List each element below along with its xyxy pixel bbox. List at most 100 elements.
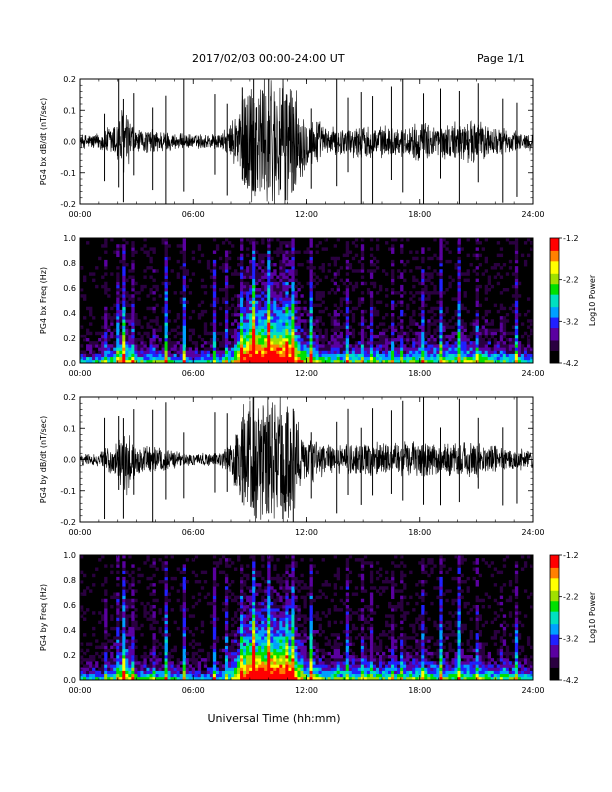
spectrogram-cell: [439, 263, 443, 267]
spectrogram-cell: [128, 664, 132, 668]
spectrogram-cell: [158, 661, 162, 665]
spectrogram-cell: [258, 648, 262, 653]
spectrogram-cell: [472, 253, 476, 258]
spectrogram-cell: [375, 247, 380, 251]
spectrogram-cell: [375, 266, 380, 270]
spectrogram-cell: [415, 266, 419, 270]
colorbar-step: [550, 335, 559, 339]
spectrogram-cell: [439, 316, 443, 320]
spectrogram-cell: [243, 626, 247, 631]
spectrogram-cell: [182, 564, 186, 568]
spectrogram-cell: [212, 250, 217, 254]
spectrogram-cell: [122, 244, 126, 248]
spectrogram-cell: [255, 664, 259, 668]
spectrogram-cell: [291, 580, 295, 584]
spectrogram-cell: [182, 626, 186, 631]
spectrogram-cell: [240, 278, 244, 283]
spectrogram-cell: [143, 667, 147, 671]
spectrogram-cell: [224, 586, 229, 590]
spectrogram-cell: [122, 580, 126, 584]
spectrogram-cell: [182, 328, 186, 333]
spectrogram-cell: [152, 247, 156, 251]
spectrogram-cell: [436, 350, 440, 354]
spectrogram-cell: [436, 344, 440, 348]
spectrogram-cell: [104, 284, 108, 289]
spectrogram-cell: [116, 303, 120, 308]
spectrogram-cell: [252, 338, 256, 342]
spectrogram-cell: [152, 347, 156, 351]
spectrogram-cell: [104, 658, 108, 662]
spectrogram-cell: [291, 244, 295, 248]
spectrogram-cell: [161, 645, 165, 650]
spectrogram-cell: [303, 353, 307, 358]
spectrogram-cell: [418, 297, 422, 301]
spectrogram-cell: [279, 598, 283, 603]
spectrogram-cell: [351, 241, 356, 245]
spectrogram-cell: [282, 608, 286, 612]
spectrogram-cell: [267, 561, 271, 565]
spectrogram-cell: [291, 586, 295, 590]
spectrogram-cell: [475, 316, 479, 320]
spectrogram-cell: [282, 655, 286, 659]
spectrogram-cell: [285, 269, 289, 273]
spectrogram-cell: [146, 294, 150, 298]
spectrogram-cell: [457, 300, 461, 304]
spectrogram-cell: [276, 614, 280, 618]
spectrogram-cell: [104, 598, 108, 603]
spectrogram-cell: [279, 595, 283, 600]
spectrogram-cell: [212, 676, 217, 681]
spectrogram-cell: [258, 645, 262, 650]
spectrogram-cell: [279, 353, 283, 358]
spectrogram-cell: [436, 272, 440, 276]
spectrogram-cell: [212, 658, 217, 662]
spectrogram-cell: [354, 347, 359, 351]
spectrogram-cell: [89, 670, 93, 675]
spectrogram-cell: [125, 580, 129, 584]
spectrogram-cell: [246, 347, 250, 351]
spectrogram-cell: [409, 322, 413, 326]
spectrogram-cell: [270, 558, 274, 562]
spectrogram-cell: [439, 281, 443, 286]
spectrogram-cell: [406, 306, 410, 311]
spectrogram-cell: [330, 338, 334, 342]
spectrogram-cell: [297, 288, 301, 292]
spectrogram-cell: [415, 344, 419, 348]
spectrogram-cell: [243, 648, 247, 653]
spectrogram-cell: [391, 319, 395, 323]
spectrogram-cell: [119, 651, 123, 656]
spectrogram-cell: [224, 275, 229, 279]
spectrogram-cell: [442, 238, 446, 242]
spectrogram-cell: [188, 664, 193, 668]
spectrogram-cell: [403, 269, 407, 273]
spectrogram-cell: [351, 256, 356, 261]
spectrogram-cell: [167, 338, 171, 342]
spectrogram-cell: [273, 567, 277, 571]
spectrogram-cell: [107, 658, 111, 662]
spectrogram-cell: [104, 576, 108, 581]
spectrogram-cell: [137, 297, 141, 301]
spectrogram-cell: [285, 309, 289, 314]
spectrogram-cell: [152, 319, 156, 323]
spectrogram-cell: [457, 341, 461, 345]
spectrogram-cell: [212, 297, 217, 301]
spectrogram-cell: [240, 645, 244, 650]
spectrogram-cell: [276, 303, 280, 308]
spectrogram-cell: [261, 633, 265, 637]
spectrogram-cell: [149, 592, 153, 596]
spectrogram-cell: [475, 253, 479, 258]
spectrogram-cell: [200, 313, 205, 317]
spectrogram-cell: [366, 356, 371, 361]
spectrogram-cell: [161, 350, 165, 354]
spectrogram-cell: [252, 353, 256, 358]
spectrogram-cell: [224, 294, 229, 298]
spectrogram-cell: [116, 316, 120, 320]
spectrogram-cell: [155, 667, 159, 671]
spectrogram-cell: [279, 328, 283, 333]
spectrogram-cell: [463, 338, 467, 342]
spectrogram-cell: [128, 303, 132, 308]
spectrogram-cell: [276, 300, 280, 304]
spectrogram-cell: [273, 605, 277, 609]
spectrogram-cell: [240, 306, 244, 311]
spectrogram-cell: [264, 592, 268, 596]
spectrogram-cell: [255, 288, 259, 292]
